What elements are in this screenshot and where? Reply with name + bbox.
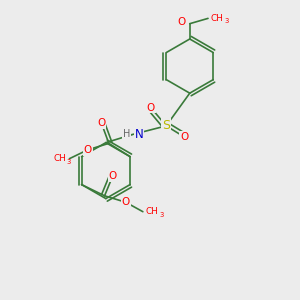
Text: O: O [83, 145, 92, 155]
Text: CH: CH [211, 14, 224, 23]
Text: O: O [177, 17, 186, 27]
Text: 3: 3 [67, 159, 71, 165]
Text: H: H [123, 129, 130, 139]
Text: CH: CH [146, 207, 159, 216]
Text: O: O [122, 197, 130, 207]
Text: S: S [162, 119, 170, 132]
Text: N: N [135, 128, 143, 141]
Text: O: O [147, 103, 155, 112]
Text: 3: 3 [224, 18, 228, 24]
Text: CH: CH [53, 154, 66, 163]
Text: 3: 3 [159, 212, 163, 218]
Text: O: O [109, 171, 117, 181]
Text: O: O [180, 132, 189, 142]
Text: O: O [98, 118, 106, 128]
